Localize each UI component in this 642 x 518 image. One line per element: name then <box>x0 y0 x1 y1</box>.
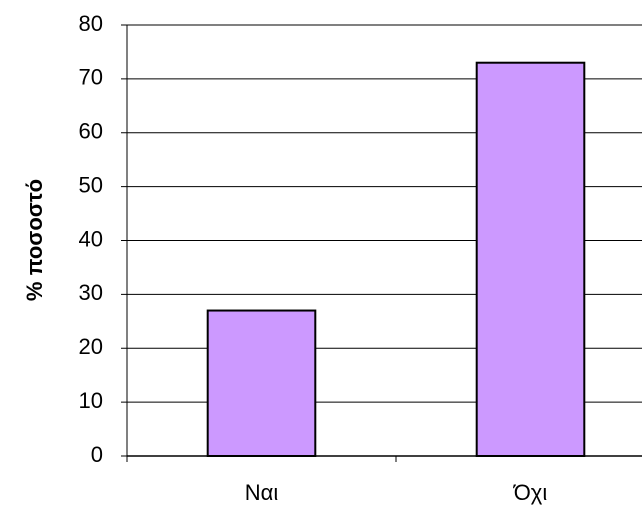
y-tick-label: 70 <box>79 65 103 90</box>
y-tick-label: 60 <box>79 119 103 144</box>
y-tick-label: 10 <box>79 388 103 413</box>
bar <box>475 61 586 458</box>
y-axis-label: % ποσοστό <box>22 179 47 301</box>
y-tick-label: 20 <box>79 334 103 359</box>
y-tick-label: 80 <box>79 11 103 36</box>
y-tick-label: 50 <box>79 172 103 197</box>
bar <box>206 309 317 457</box>
x-tick-label: Ναι <box>245 480 279 505</box>
y-tick-label: 40 <box>79 226 103 251</box>
x-tick-label: Όχι <box>513 480 548 505</box>
y-tick-label: 30 <box>79 280 103 305</box>
y-tick-label: 0 <box>91 442 103 467</box>
